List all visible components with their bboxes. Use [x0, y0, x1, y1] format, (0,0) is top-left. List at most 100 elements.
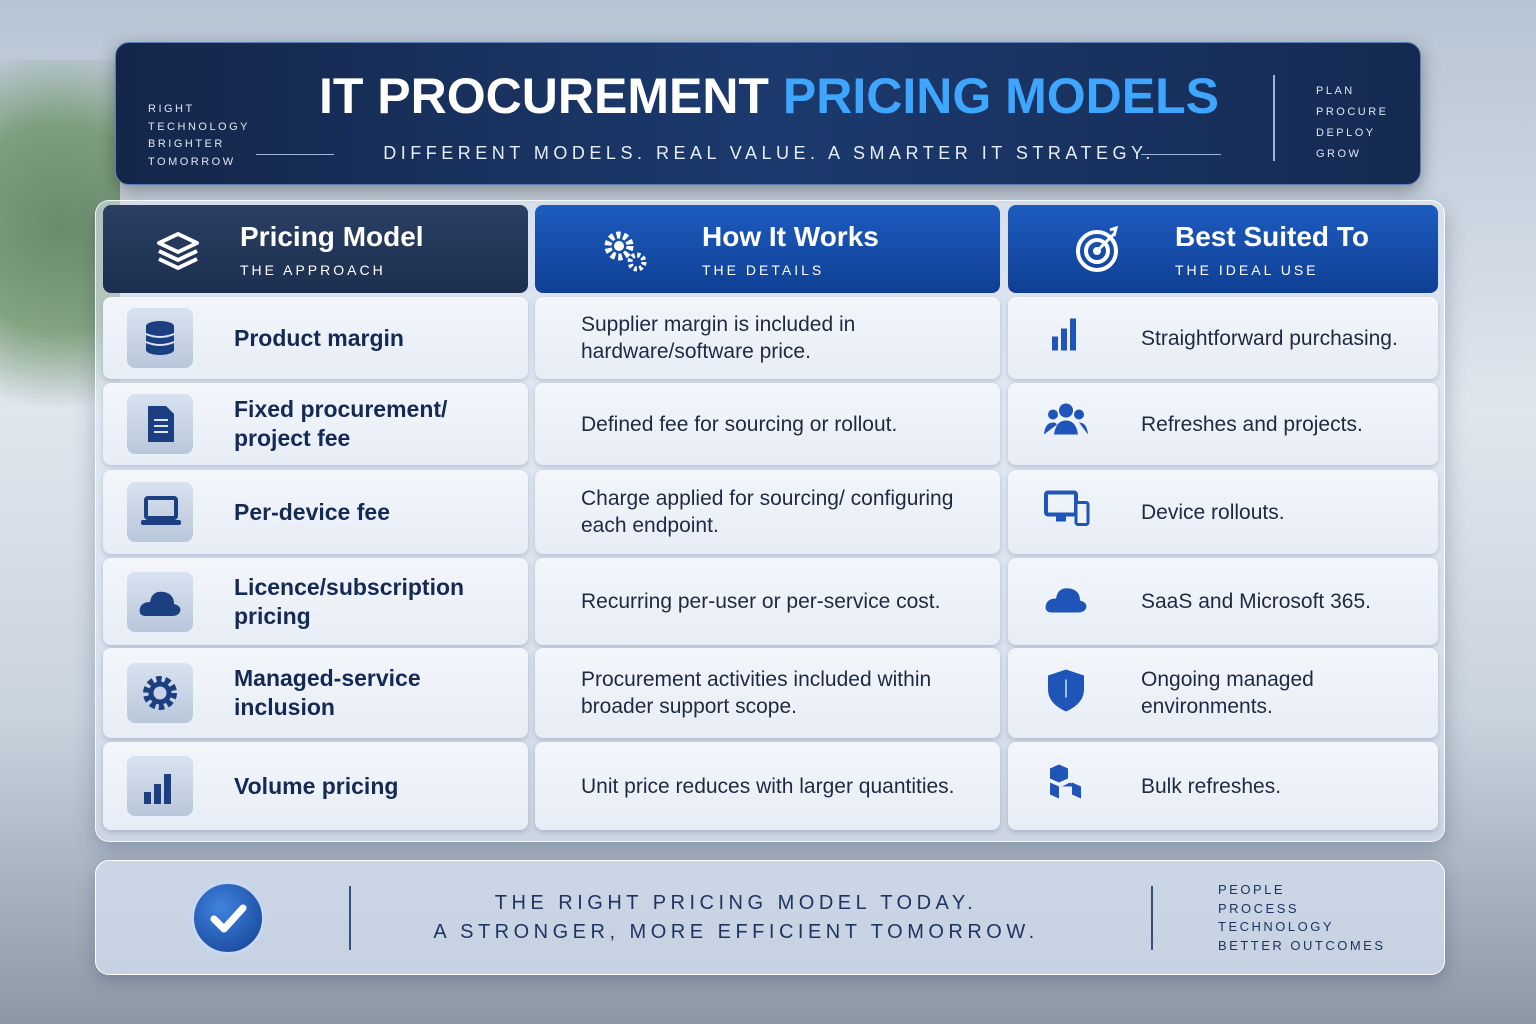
use-icon [1044, 487, 1090, 538]
table-cell: Procurement activities included within b… [535, 648, 1000, 738]
check-icon [191, 881, 265, 955]
model-name: Managed-service inclusion [234, 665, 421, 720]
column-icon-graphic [1076, 225, 1119, 272]
column-subtitle: THE IDEAL USE [1175, 262, 1319, 278]
row-icon [127, 663, 193, 723]
column-icon [601, 226, 647, 277]
tagline-line: RIGHT [148, 103, 195, 115]
tagline-line: PEOPLE [1218, 882, 1286, 897]
table-cell: Unit price reduces with larger quantitie… [535, 742, 1000, 830]
tagline-line: TECHNOLOGY [148, 120, 251, 133]
use-icon [1044, 576, 1090, 627]
table-cell: Charge applied for sourcing/ configuring… [535, 470, 1000, 554]
ideal-use: Straightforward purchasing. [1141, 326, 1398, 350]
table-cell: Straightforward purchasing. [1008, 297, 1438, 379]
model-name: Per-device fee [234, 498, 390, 525]
row-icon-graphic [143, 676, 177, 710]
table-cell: Ongoing managed environments. [1008, 648, 1438, 738]
divider [256, 154, 334, 155]
column-subtitle: THE APPROACH [240, 262, 386, 278]
tagline-line: DEPLOY [1316, 127, 1376, 139]
row-icon [127, 482, 193, 542]
title-part2: PRICING MODELS [782, 68, 1220, 124]
table-cell: Refreshes and projects. [1008, 383, 1438, 465]
use-icon-graphic [1044, 490, 1090, 526]
use-icon-graphic [1052, 318, 1076, 351]
use-icon-graphic [1050, 764, 1081, 799]
tagline-line: BETTER OUTCOMES [1218, 937, 1386, 953]
right-tagline: PLAN PROCURE DEPLOY GROW [1316, 81, 1389, 165]
footer: THE RIGHT PRICING MODEL TODAY. A STRONGER… [95, 860, 1445, 975]
column-icon-graphic [604, 231, 647, 272]
column-header: Best Suited To THE IDEAL USE [1008, 205, 1438, 293]
model-details: Charge applied for sourcing/ configuring… [581, 487, 954, 537]
divider [349, 886, 351, 950]
table-cell: Device rollouts. [1008, 470, 1438, 554]
table-cell: Defined fee for sourcing or rollout. [535, 383, 1000, 465]
table-cell: Product margin [103, 297, 528, 379]
row-icon-graphic [139, 591, 181, 616]
table-cell: Bulk refreshes. [1008, 742, 1438, 830]
left-tagline: RIGHT TECHNOLOGY BRIGHTER TOMORROW [148, 101, 250, 171]
row-icon [127, 308, 193, 368]
model-name: Product margin [234, 324, 404, 351]
row-icon [127, 756, 193, 816]
tagline-line: TECHNOLOGY [1218, 919, 1335, 934]
table-cell: Recurring per-user or per-service cost. [535, 558, 1000, 645]
model-name: Volume pricing [234, 772, 399, 799]
column-title: Best Suited To [1175, 221, 1369, 252]
column-icon-graphic [157, 232, 199, 270]
row-icon-graphic [141, 496, 181, 525]
footer-tagline: PEOPLE PROCESS TECHNOLOGY BETTER OUTCOMES [1218, 881, 1386, 955]
ideal-use: Bulk refreshes. [1141, 774, 1282, 798]
column-icon [155, 226, 201, 277]
model-details: Defined fee for sourcing or rollout. [581, 412, 898, 436]
row-icon-graphic [148, 406, 174, 442]
column-title: Pricing Model [240, 221, 424, 252]
table-cell: Volume pricing [103, 742, 528, 830]
use-icon [1044, 668, 1090, 719]
use-icon [1044, 399, 1090, 450]
table-cell: Fixed procurement/ project fee [103, 383, 528, 465]
subtitle: DIFFERENT MODELS. REAL VALUE. A SMARTER … [383, 143, 1155, 163]
table-cell: Licence/subscription pricing [103, 558, 528, 645]
header: RIGHT TECHNOLOGY BRIGHTER TOMORROW IT PROCU… [115, 42, 1421, 185]
tagline-line: GROW [1316, 148, 1362, 160]
divider [1141, 154, 1221, 155]
column-icon [1074, 225, 1120, 277]
model-details: Procurement activities included within b… [581, 668, 932, 718]
model-details: Recurring per-user or per-service cost. [581, 590, 941, 613]
row-icon [127, 394, 193, 454]
column-subtitle: THE DETAILS [702, 262, 825, 278]
tagline-line: PROCESS [1218, 900, 1300, 916]
column-header: How It Works THE DETAILS [535, 205, 1000, 293]
use-icon [1044, 761, 1090, 812]
footer-line: THE RIGHT PRICING MODEL TODAY. [494, 892, 978, 914]
row-icon-graphic [144, 774, 171, 804]
ideal-use: SaaS and Microsoft 365. [1141, 590, 1371, 613]
ideal-use: Device rollouts. [1141, 500, 1285, 524]
title-part1: IT PROCUREMENT [318, 68, 769, 124]
use-icon [1044, 313, 1090, 364]
row-icon [127, 571, 193, 632]
divider [1151, 886, 1153, 950]
model-details: Unit price reduces with larger quantitie… [581, 774, 955, 798]
model-name: Fixed procurement/ project fee [234, 396, 448, 451]
tagline-line: BRIGHTER [148, 138, 225, 150]
footer-line: A STRONGER, MORE EFFICIENT TOMORROW. [433, 921, 1039, 943]
use-icon-graphic [1044, 403, 1088, 435]
footer-message: THE RIGHT PRICING MODEL TODAY. A STRONGER… [366, 889, 1106, 947]
column-header: Pricing Model THE APPROACH [103, 205, 528, 293]
ideal-use: Ongoing managed environments. [1141, 668, 1314, 718]
column-title: How It Works [702, 221, 879, 252]
use-icon-graphic [1048, 669, 1084, 712]
table-cell: Managed-service inclusion [103, 648, 528, 738]
tagline-line: TOMORROW [148, 155, 236, 168]
row-icon-graphic [145, 321, 175, 355]
tagline-line: PLAN [1316, 85, 1355, 97]
table-cell: Supplier margin is included in hardware/… [535, 297, 1000, 379]
use-icon-graphic [1045, 587, 1087, 612]
ideal-use: Refreshes and projects. [1141, 412, 1363, 436]
model-details: Supplier margin is included in hardware/… [581, 313, 856, 363]
